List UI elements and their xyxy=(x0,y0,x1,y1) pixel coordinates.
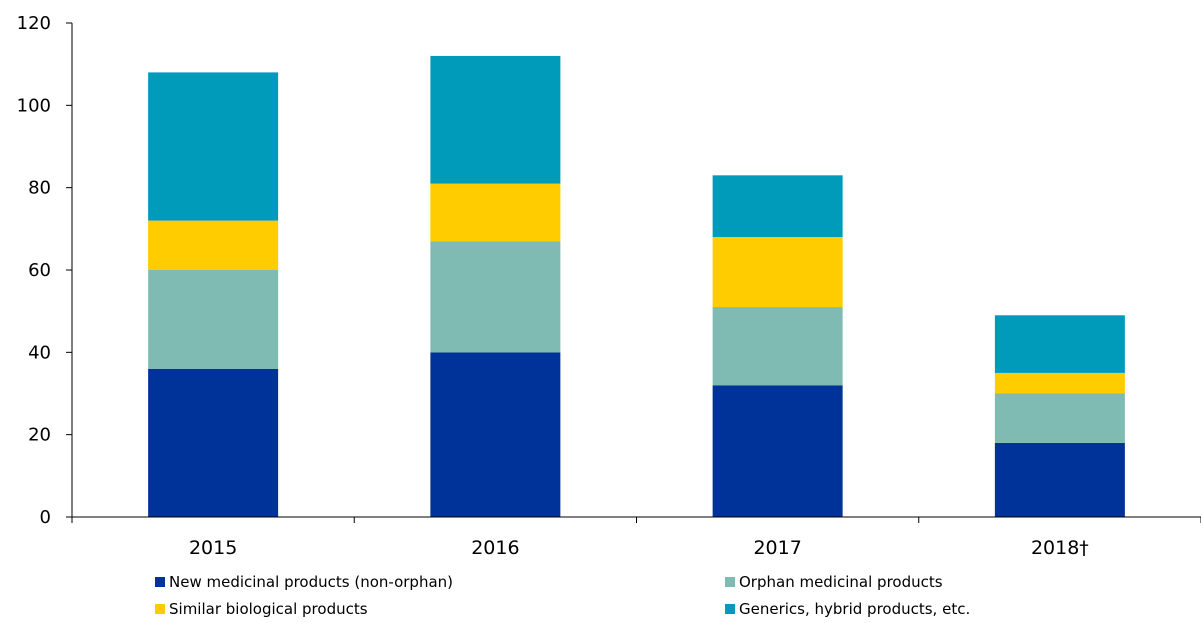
legend-label: New medicinal products (non-orphan) xyxy=(169,573,453,591)
legend-label: Similar biological products xyxy=(169,600,368,618)
bar-segment xyxy=(148,72,279,221)
bar-segment xyxy=(430,183,561,242)
bar-segment xyxy=(430,55,561,184)
bar-segment xyxy=(994,442,1125,517)
bar-segment xyxy=(430,352,561,517)
legend-label: Generics, hybrid products, etc. xyxy=(739,600,970,618)
legend: New medicinal products (non-orphan) Orpha… xyxy=(155,573,970,618)
axes-group: 0 20 40 60 80 100 120 2015 2016 2017 2018† xyxy=(17,13,1201,559)
x-tick-label: 2016 xyxy=(471,537,519,559)
bar-segment xyxy=(148,220,279,270)
y-tick-label: 120 xyxy=(17,13,51,34)
bar-segment xyxy=(148,368,279,517)
y-tick-label: 20 xyxy=(28,425,51,446)
y-tick-label: 80 xyxy=(28,178,51,199)
bar-segment xyxy=(994,315,1125,373)
bar-segment xyxy=(712,237,843,308)
x-tick-label: 2018† xyxy=(1031,537,1089,559)
y-tick-label: 100 xyxy=(17,95,51,116)
legend-label: Orphan medicinal products xyxy=(739,573,943,591)
legend-swatch xyxy=(155,577,165,587)
x-tick-label: 2015 xyxy=(189,537,237,559)
bar-segment xyxy=(994,372,1125,394)
y-tick-label: 40 xyxy=(28,342,51,363)
legend-swatch xyxy=(725,604,735,614)
y-tick-label: 60 xyxy=(28,260,51,281)
y-tick-label: 0 xyxy=(40,507,51,528)
bar-segment xyxy=(430,241,561,353)
x-tick-label: 2017 xyxy=(753,537,801,559)
bar-segment xyxy=(712,385,843,517)
legend-swatch xyxy=(155,604,165,614)
bar-segment xyxy=(148,270,279,369)
bar-segment xyxy=(712,175,843,238)
legend-swatch xyxy=(725,577,735,587)
bars-group xyxy=(148,55,1125,517)
bar-segment xyxy=(712,307,843,386)
bar-segment xyxy=(994,393,1125,443)
